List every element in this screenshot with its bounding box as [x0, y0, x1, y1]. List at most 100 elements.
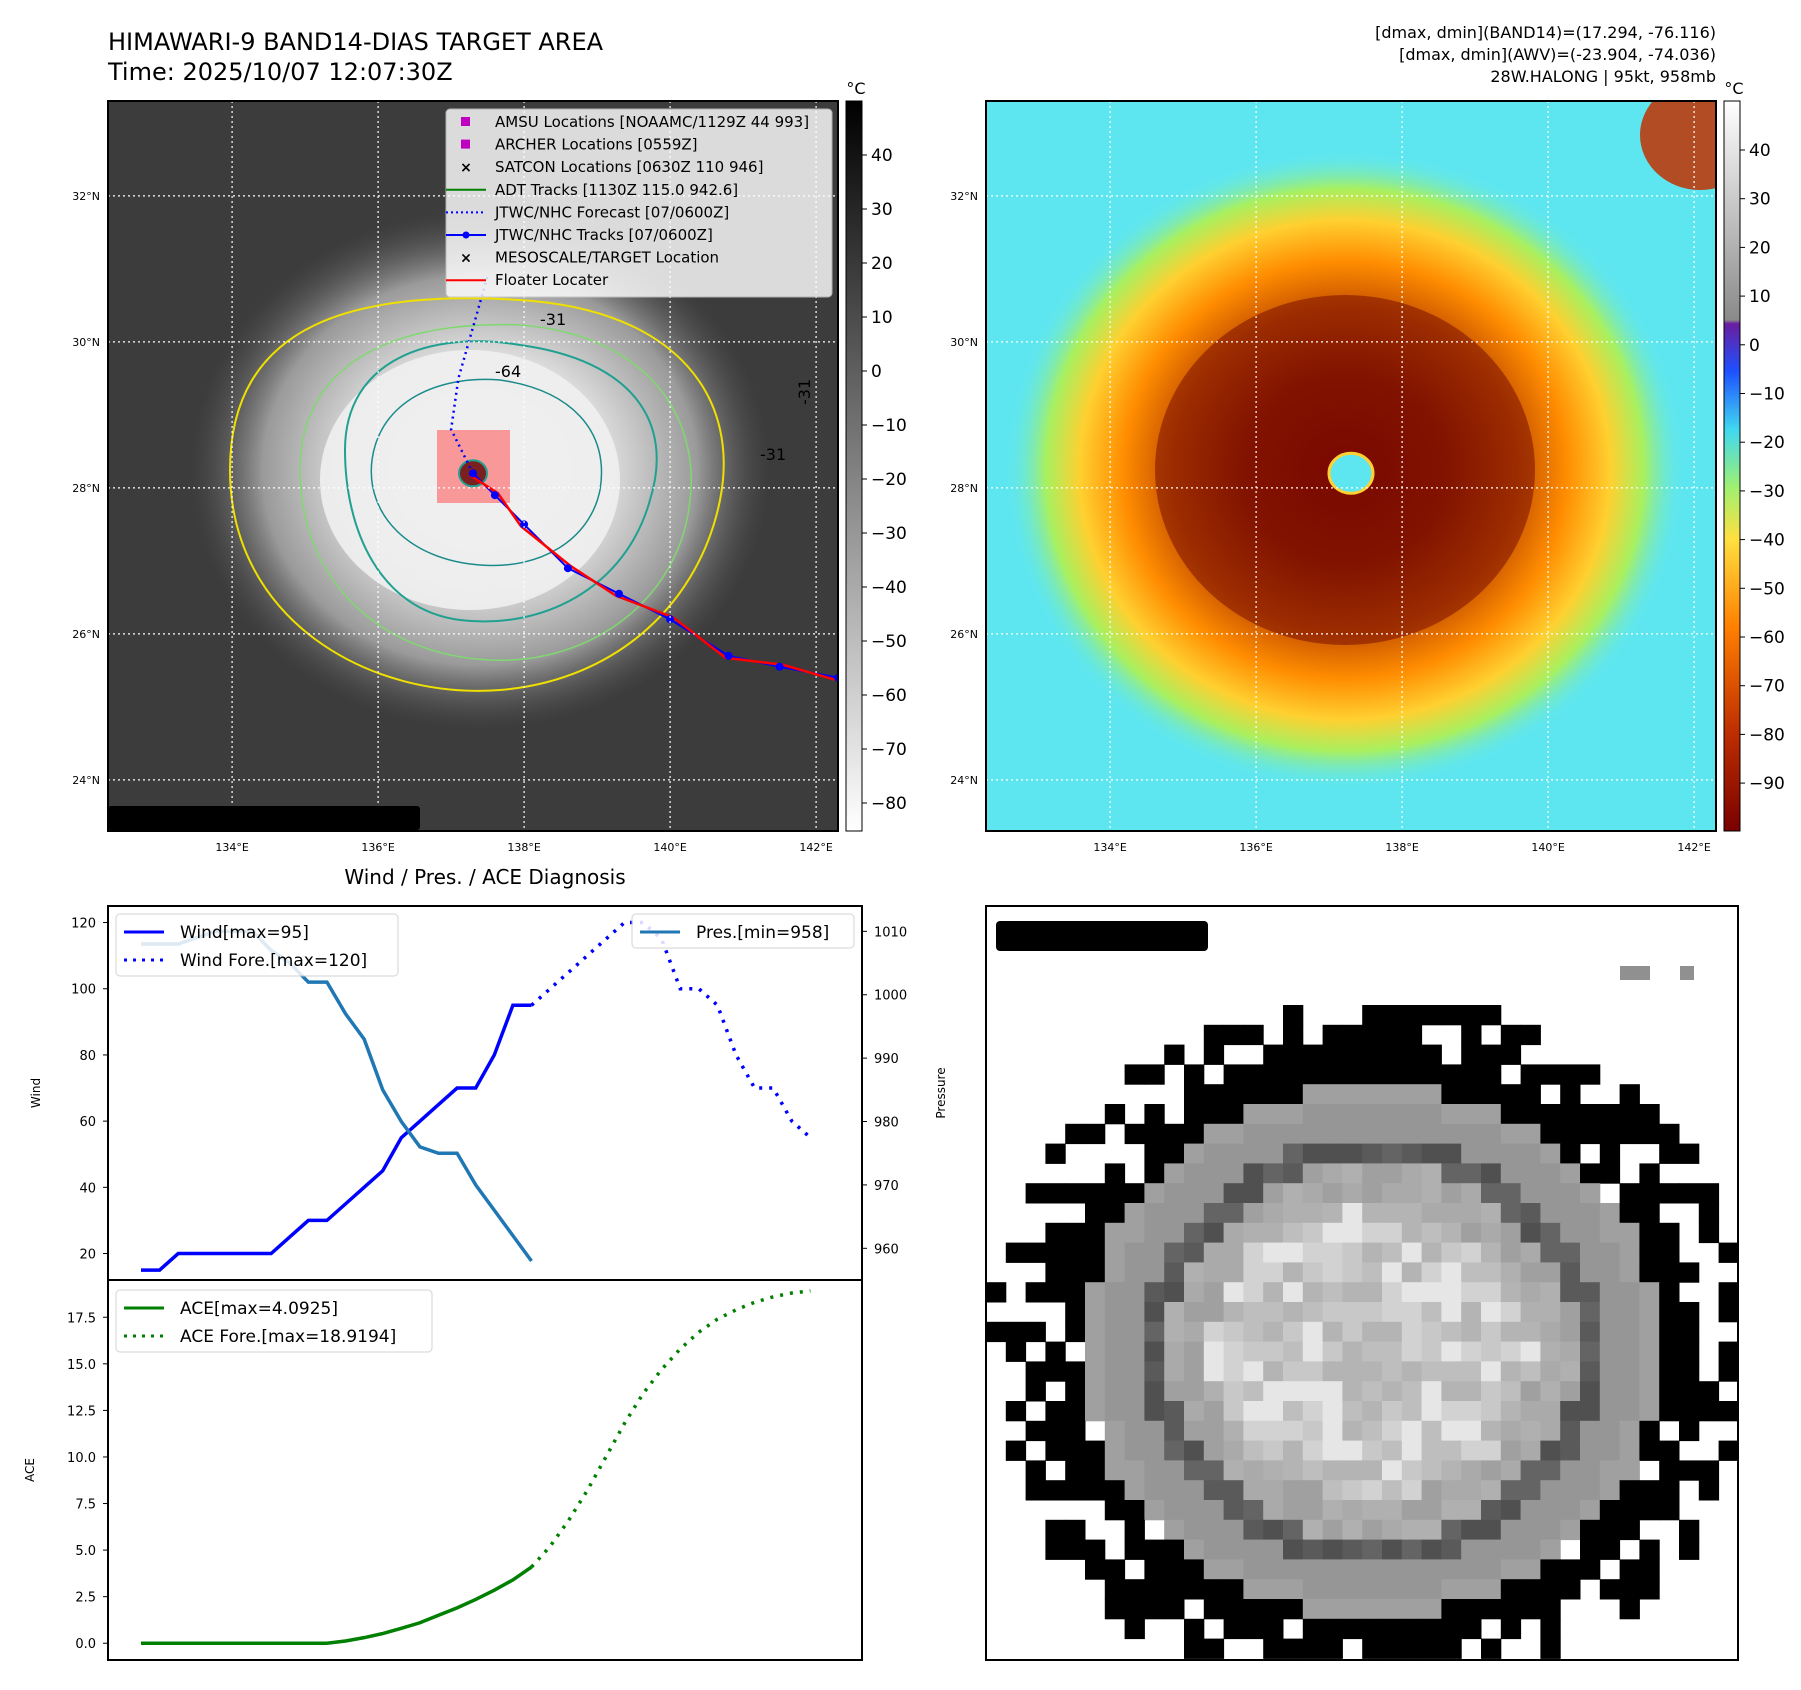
wmg-cell [1421, 1500, 1442, 1521]
wmg-cell [1144, 1262, 1165, 1283]
wmg-cell [1322, 1024, 1343, 1046]
wmg-cell [1679, 1519, 1700, 1541]
wmg-cell [1461, 1302, 1482, 1323]
wmg-cell [1679, 1381, 1700, 1402]
wmg-cell [1639, 1559, 1660, 1580]
wmg-cell [1124, 1519, 1145, 1541]
wmg-cell [1619, 1203, 1640, 1224]
wmg-cell [1243, 1341, 1264, 1362]
wmg-cell [1342, 1242, 1363, 1263]
wmg-cell [1540, 1183, 1561, 1204]
wmg-cell [1698, 1480, 1720, 1501]
wmg-cell [1540, 1539, 1561, 1560]
wmg-cell [1322, 1084, 1343, 1105]
wmg-cell [1283, 1539, 1304, 1560]
wmg-cell [1659, 1460, 1680, 1481]
wmg-cell [1164, 1242, 1185, 1263]
wmg-cell [1500, 1361, 1522, 1382]
wmg-cell [1342, 1519, 1363, 1541]
wmg-cell [1263, 1500, 1284, 1521]
track-point [563, 564, 572, 573]
wmg-cell [1401, 1500, 1423, 1521]
wmg-cell [1302, 1500, 1324, 1521]
wmg-cell [1124, 1183, 1145, 1204]
awv-map: °C 40 30 20 10 0 −10 −20 −30 −40 −50 −60 −70 −80 −90 [985, 79, 1785, 832]
wmg-cell [1223, 1599, 1244, 1620]
track-point [615, 589, 623, 598]
wmg-cell [1500, 1381, 1522, 1402]
wmg-cell [1421, 1420, 1442, 1442]
wmg-cell [1263, 1480, 1284, 1501]
wmg-cell [1144, 1302, 1165, 1323]
wmg-cell [1302, 1044, 1324, 1065]
wmg-cell [1659, 1321, 1680, 1343]
wmg-cell [1520, 1143, 1541, 1164]
legend-marker: × [460, 251, 472, 267]
wind-tick-label: 20 [79, 1248, 96, 1263]
wmg-cell [1203, 1599, 1225, 1620]
colorbar-tick-label: −50 [1749, 579, 1785, 599]
wmg-cell [1421, 1005, 1442, 1026]
wmg-cell [1184, 1519, 1205, 1541]
colorbar-tick-label: 40 [871, 146, 893, 166]
wmg-cell [1520, 1024, 1541, 1046]
wmg-cell [1025, 1321, 1046, 1343]
wmg-cell [1382, 1262, 1403, 1283]
wmg-cell [1421, 1638, 1442, 1659]
wmg-cell [1481, 1420, 1502, 1442]
wmg-cell [1342, 1341, 1363, 1362]
wmg-cell [1639, 1123, 1660, 1145]
wmg-cell [1500, 1242, 1522, 1263]
wmg-cell [1144, 1143, 1165, 1164]
wmg-cell [1164, 1361, 1185, 1382]
wmg-cell [1362, 1321, 1383, 1343]
wmg-cell [1540, 1420, 1561, 1442]
wmg-cell [1065, 1183, 1086, 1204]
wmg-cell [1560, 1381, 1581, 1402]
wmg-cell [1560, 1064, 1581, 1085]
wmg-cell [1500, 1420, 1522, 1442]
wmg-cell [1481, 1480, 1502, 1501]
storm-info: 28W.HALONG | 95kt, 958mb [1490, 67, 1716, 86]
wmg-cell [1342, 1500, 1363, 1521]
wmg-cell [1382, 1480, 1403, 1501]
wmg-cell [1659, 1500, 1680, 1521]
wmg-cell [1441, 1559, 1462, 1580]
wmg-cell [1421, 1222, 1442, 1244]
wmg-cell [1283, 1480, 1304, 1501]
wmg-cell [1342, 1420, 1363, 1442]
wmg-cell [1540, 1599, 1561, 1620]
wmg-cell [1500, 1341, 1522, 1362]
wmg-cell [1599, 1163, 1621, 1184]
wmg-cell [1283, 1203, 1304, 1224]
legend-label: AMSU Locations [NOAAMC/1129Z 44 993] [495, 113, 809, 131]
lat-tick-label: 32°N [950, 190, 978, 203]
wmg-cell [1164, 1440, 1185, 1461]
wmg-cell [1302, 1519, 1324, 1541]
wmg-cell [1203, 1440, 1225, 1461]
wmg-cell [1401, 1460, 1423, 1481]
wmg-cell [1362, 1123, 1383, 1145]
wmg-cell [1461, 1618, 1482, 1640]
contour-label: -64 [495, 362, 521, 381]
wmg-cell [1223, 1084, 1244, 1105]
wmg-cell [1362, 1203, 1383, 1224]
colorbar-tick-label: −60 [871, 686, 907, 706]
wmg-cell [1362, 1440, 1383, 1461]
wmg-cell [1500, 1123, 1522, 1145]
wmg-cell [1203, 1203, 1225, 1224]
wmg-cell [1184, 1203, 1205, 1224]
wmg-cell [1184, 1084, 1205, 1105]
wmg-cell [1500, 1321, 1522, 1343]
wmg-cell [1540, 1460, 1561, 1481]
wmg-cell [1401, 1618, 1423, 1640]
wmg-cell [1401, 1440, 1423, 1461]
wmg-cell [1362, 1638, 1383, 1659]
wmg-cell [1124, 1440, 1145, 1461]
wmg-cell [1382, 1638, 1403, 1659]
wmg-cell [1441, 1460, 1462, 1481]
wmg-cell [1223, 1361, 1244, 1382]
wmg-cell [1263, 1420, 1284, 1442]
colorbar-tick-label: 20 [871, 254, 893, 274]
wmg-cell [1382, 1084, 1403, 1105]
